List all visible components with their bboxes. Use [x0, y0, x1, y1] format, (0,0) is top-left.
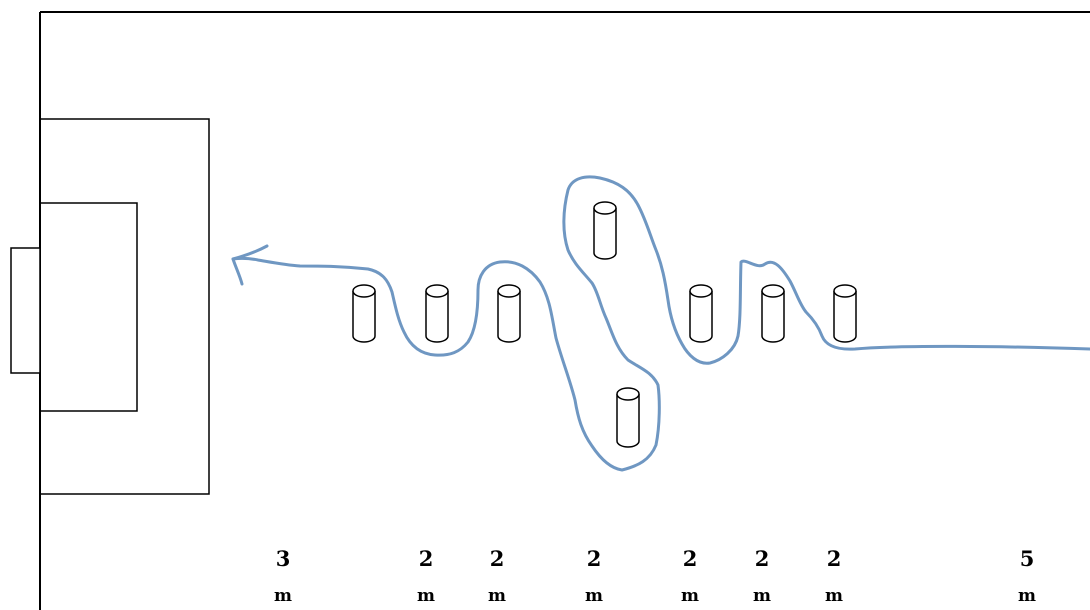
cone: [352, 284, 376, 343]
goal-area: [39, 202, 138, 412]
cone: [833, 284, 857, 343]
cone: [689, 284, 713, 343]
cone: [593, 201, 617, 260]
penalty-area: [39, 118, 210, 495]
cone: [761, 284, 785, 343]
cone: [425, 284, 449, 343]
goal: [10, 247, 41, 374]
arrowhead-icon: [231, 244, 269, 286]
dribble-path: [231, 175, 1090, 472]
cone: [497, 284, 521, 343]
cone: [616, 387, 640, 448]
